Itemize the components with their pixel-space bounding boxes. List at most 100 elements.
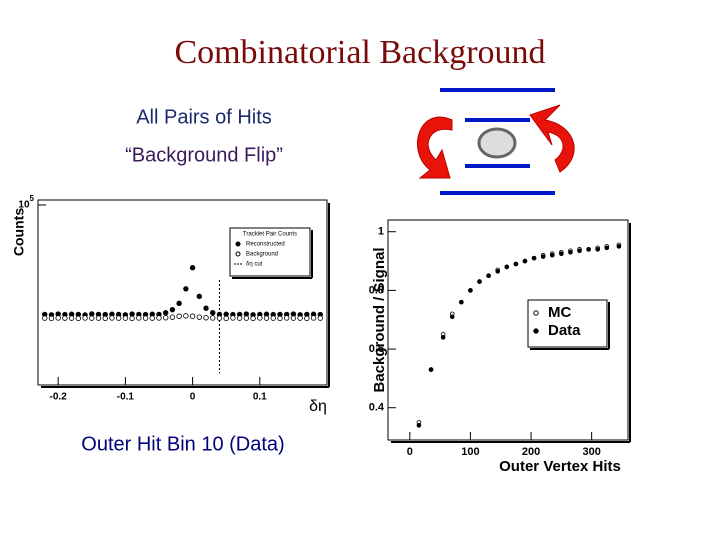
data-point bbox=[162, 315, 169, 321]
data-point bbox=[549, 252, 555, 258]
data-point bbox=[486, 273, 491, 279]
data-point bbox=[531, 255, 537, 261]
data-point bbox=[210, 310, 216, 316]
slide-title: Combinatorial Background bbox=[174, 34, 545, 71]
y-axis-title: Counts bbox=[11, 208, 27, 256]
data-point bbox=[42, 315, 48, 321]
data-point bbox=[75, 315, 82, 322]
y-axis-title: Background / Signal bbox=[371, 247, 388, 392]
data-point bbox=[162, 310, 169, 316]
data-point bbox=[169, 306, 176, 313]
data-point bbox=[176, 313, 182, 319]
data-point bbox=[513, 261, 519, 267]
y-tick-label: 1 bbox=[378, 226, 384, 238]
data-point bbox=[55, 315, 61, 321]
data-point bbox=[495, 269, 500, 274]
data-point bbox=[428, 367, 434, 372]
data-point bbox=[586, 247, 591, 252]
x-axis-title: Outer Vertex Hits bbox=[499, 458, 621, 475]
flip-diagram bbox=[416, 88, 575, 195]
data-point bbox=[504, 264, 510, 270]
data-point bbox=[243, 315, 250, 321]
data-point bbox=[176, 300, 182, 306]
data-point bbox=[257, 315, 263, 321]
data-point bbox=[203, 315, 209, 321]
data-point bbox=[568, 249, 573, 255]
data-point bbox=[183, 286, 189, 292]
legend-box bbox=[229, 227, 311, 277]
caption: Outer Hit Bin 10 (Data) bbox=[81, 433, 284, 455]
data-point bbox=[169, 314, 176, 320]
data-point bbox=[62, 315, 68, 321]
data-point bbox=[440, 335, 446, 340]
data-point bbox=[68, 315, 75, 321]
legend-label: MC bbox=[548, 304, 571, 321]
data-point bbox=[604, 245, 610, 251]
data-point bbox=[196, 293, 203, 300]
subtitle: All Pairs of Hits bbox=[136, 106, 272, 128]
x-tick-label: 100 bbox=[461, 446, 479, 458]
legend-marker bbox=[235, 251, 241, 257]
data-point bbox=[156, 315, 162, 321]
legend-label: Reconstructed bbox=[246, 242, 285, 248]
legend-label: Background bbox=[246, 252, 278, 258]
subtitle: “Background Flip” bbox=[125, 144, 283, 166]
data-point bbox=[216, 315, 223, 321]
data-point bbox=[263, 315, 270, 321]
data-point bbox=[95, 315, 102, 321]
x-tick-label: 0 bbox=[407, 446, 413, 458]
legend-title: Tracklet Pair Counts bbox=[243, 232, 297, 238]
data-point bbox=[230, 315, 236, 321]
data-point bbox=[89, 315, 95, 321]
data-point bbox=[283, 315, 290, 321]
data-point bbox=[196, 314, 203, 320]
data-point bbox=[183, 313, 189, 319]
data-point bbox=[310, 315, 317, 321]
data-point bbox=[109, 315, 115, 321]
y-tick-label: 0.8 bbox=[369, 284, 384, 296]
data-point bbox=[210, 315, 216, 321]
data-point bbox=[142, 315, 149, 321]
legend-label: δη cut bbox=[246, 262, 263, 268]
data-point bbox=[317, 315, 323, 321]
legend-label: Data bbox=[548, 322, 581, 339]
data-point bbox=[477, 279, 482, 284]
data-point bbox=[416, 423, 422, 428]
legend-marker bbox=[533, 328, 539, 334]
y-tick-label: 0.6 bbox=[369, 343, 384, 355]
data-point bbox=[129, 315, 135, 322]
legend-box bbox=[527, 299, 608, 348]
data-point bbox=[577, 248, 582, 254]
x-axis-title: δη bbox=[309, 398, 327, 415]
x-tick-label: -0.1 bbox=[117, 392, 135, 403]
data-point bbox=[297, 315, 303, 321]
data-point bbox=[540, 254, 546, 259]
data-point bbox=[115, 315, 122, 321]
data-point bbox=[468, 288, 473, 293]
data-point bbox=[616, 244, 622, 249]
data-point bbox=[559, 251, 564, 257]
data-point bbox=[270, 315, 276, 321]
x-tick-label: 300 bbox=[582, 446, 600, 458]
x-tick-label: -0.2 bbox=[50, 392, 68, 403]
legend-marker bbox=[235, 241, 241, 247]
data-point bbox=[304, 315, 310, 322]
data-point bbox=[122, 315, 129, 321]
data-point bbox=[277, 315, 283, 322]
data-point bbox=[203, 305, 209, 311]
data-point bbox=[449, 314, 455, 320]
data-point bbox=[290, 315, 297, 321]
legend-marker bbox=[533, 310, 539, 316]
data-point bbox=[102, 315, 108, 322]
data-point bbox=[223, 315, 229, 322]
data-point bbox=[459, 299, 464, 305]
x-tick-label: 0 bbox=[190, 392, 196, 403]
data-point bbox=[595, 247, 600, 252]
data-point bbox=[236, 315, 243, 321]
x-tick-label: 0.1 bbox=[253, 392, 267, 403]
data-point bbox=[48, 315, 55, 322]
x-tick-label: 200 bbox=[522, 446, 540, 458]
data-point bbox=[250, 315, 256, 322]
